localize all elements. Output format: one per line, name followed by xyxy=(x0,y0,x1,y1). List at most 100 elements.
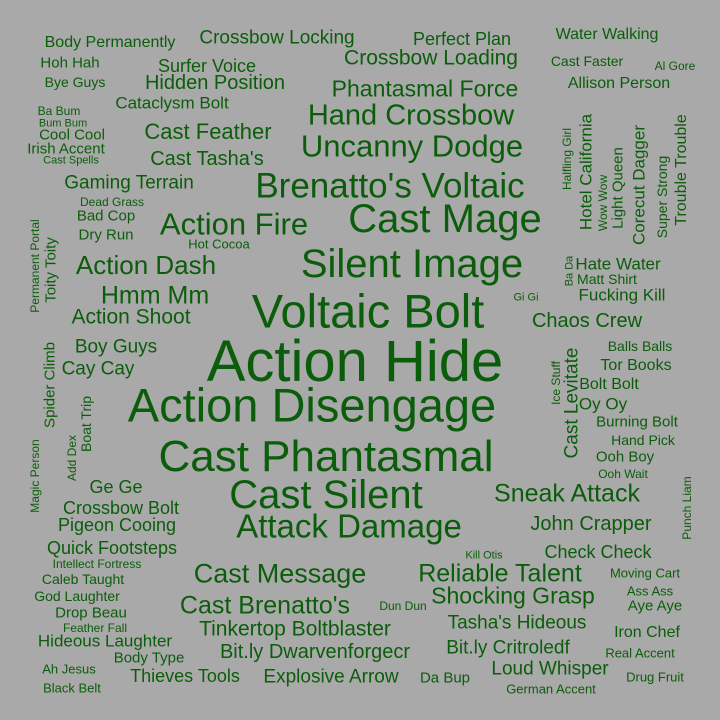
word: Boat Trip xyxy=(78,395,94,453)
word: Bit.ly Dwarvenforgecr xyxy=(219,641,411,663)
word: Hoh Hah xyxy=(40,54,100,72)
word: Quick Footsteps xyxy=(46,538,178,558)
word: Check Check xyxy=(544,542,652,562)
word: Corecut Dagger xyxy=(629,124,649,246)
word: Ooh Wait xyxy=(598,467,648,481)
word: Punch Liam xyxy=(680,476,694,540)
word: Crossbow Locking xyxy=(199,27,355,49)
word: Cast Faster xyxy=(550,53,624,69)
word: Cataclysm Bolt xyxy=(115,93,229,113)
word: Super Strong xyxy=(654,155,670,239)
word: Hot Cocoa xyxy=(188,236,250,252)
word: Cast Tasha's xyxy=(150,148,264,170)
word: Hidden Position xyxy=(144,72,286,94)
word: Drug Fruit xyxy=(626,669,684,685)
word: Kill Otis xyxy=(465,549,503,562)
word: Thieves Tools xyxy=(130,666,240,686)
word: Ice Stuff xyxy=(549,361,563,405)
word: Action Shoot xyxy=(71,305,191,329)
word: Action Fire xyxy=(159,206,309,242)
word: Hideous Laughter xyxy=(37,631,173,651)
word: Cool Cool xyxy=(39,126,105,144)
word: Cast Spells xyxy=(43,154,99,167)
word: Tasha's Hideous xyxy=(447,612,587,634)
word: Aye Aye xyxy=(627,597,683,615)
word: Ba Da xyxy=(563,255,576,287)
word: Dun Dun xyxy=(379,599,427,613)
word: Loud Whisper xyxy=(491,658,609,680)
word: Drop Beau xyxy=(55,604,127,622)
word: Spider Climb xyxy=(41,342,59,428)
word: Tor Books xyxy=(600,357,672,374)
word: Shocking Grasp xyxy=(431,582,595,609)
word: Hate Water xyxy=(575,254,661,274)
word: Dead Grass xyxy=(79,195,145,209)
word: Body Permanently xyxy=(44,34,176,51)
word: Burning Bolt xyxy=(596,413,678,431)
word: Uncanny Dodge xyxy=(300,128,524,164)
word: Allison Person xyxy=(567,75,671,92)
word: Sneak Attack xyxy=(494,479,640,508)
word: Hmm Mm xyxy=(100,281,210,310)
word: Oy Oy xyxy=(578,394,628,414)
word: Halfling Girl xyxy=(560,127,574,191)
word: Action Hide xyxy=(206,329,504,394)
word: Crossbow Loading xyxy=(344,46,518,70)
word: Al Gore xyxy=(654,59,696,73)
word: Cast Message xyxy=(193,558,367,589)
word: Ba Bum xyxy=(37,104,81,118)
word: Balls Balls xyxy=(607,338,673,354)
word: Bum Bum xyxy=(38,117,88,130)
word: John Crapper xyxy=(530,513,652,535)
word: Cast Mage xyxy=(348,197,542,241)
word: Gaming Terrain xyxy=(64,172,194,194)
word: German Accent xyxy=(506,681,596,697)
word: Silent Image xyxy=(300,242,524,286)
word: Water Walking xyxy=(555,26,659,43)
word: Matt Shirt xyxy=(577,271,637,287)
word: Surfer Voice xyxy=(157,56,257,76)
word: Hotel California xyxy=(576,113,596,231)
word: Add Dex xyxy=(65,434,79,482)
word: Fucking Kill xyxy=(578,285,666,305)
word: Perfect Plan xyxy=(412,29,512,49)
word: Moving Cart xyxy=(609,565,681,581)
word: Hand Pick xyxy=(611,432,675,448)
word: Real Accent xyxy=(605,645,675,661)
word: Wow Wow xyxy=(596,174,610,232)
word: Cay Cay xyxy=(61,358,135,380)
word: Action Dash xyxy=(75,250,217,280)
word: Bit.ly Critroledf xyxy=(446,637,570,659)
word: Action Disengage xyxy=(127,378,497,432)
word: Ass Ass xyxy=(626,583,674,599)
word: Light Queen xyxy=(609,147,627,229)
word: Ge Ge xyxy=(89,477,143,497)
word: Voltaic Bolt xyxy=(251,284,485,338)
word: Bolt Bolt xyxy=(579,376,639,393)
word: Crossbow Bolt xyxy=(62,498,180,518)
word: Da Bup xyxy=(419,669,471,687)
word: Irish Accent xyxy=(27,140,105,158)
word: Hand Crossbow xyxy=(307,99,515,132)
word: God Laughter xyxy=(34,588,120,604)
word: Brenatto's Voltaic xyxy=(255,166,525,206)
word: Caleb Taught xyxy=(41,571,125,587)
word: Bye Guys xyxy=(44,74,106,90)
word: Cast Brenatto's xyxy=(179,591,351,620)
word: Ooh Boy xyxy=(595,448,655,466)
word: Gi Gi xyxy=(513,291,539,304)
word: Explosive Arrow xyxy=(263,666,399,688)
word: Ah Jesus xyxy=(42,661,96,677)
word: Permanent Portal xyxy=(28,219,42,313)
word: Boy Guys xyxy=(74,336,158,358)
word: Cast Phantasmal xyxy=(158,432,494,481)
word: Cast Feather xyxy=(144,119,272,144)
word: Black Belt xyxy=(43,680,101,696)
word: Attack Damage xyxy=(236,507,462,545)
word: Magic Person xyxy=(28,439,42,513)
word: Chaos Crew xyxy=(531,310,643,332)
word: Toity Toity xyxy=(42,237,60,303)
word: Body Type xyxy=(113,649,185,667)
word: Pigeon Cooing xyxy=(57,515,177,535)
